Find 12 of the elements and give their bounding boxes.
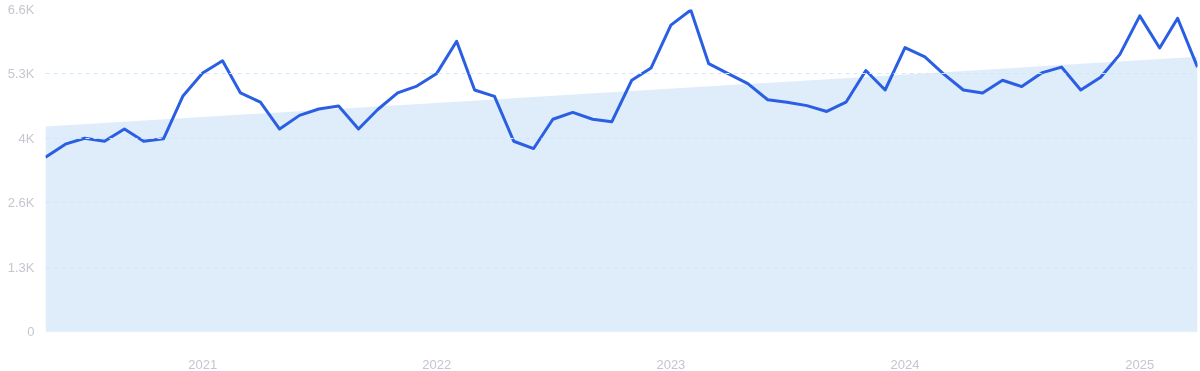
y-tick-label: 4K <box>18 130 35 146</box>
y-tick-label: 6.6K <box>7 2 35 17</box>
y-tick-label: 1.3K <box>7 259 35 275</box>
x-tick-label: 2024 <box>890 356 920 371</box>
y-tick-label: 2.6K <box>7 195 35 211</box>
line-series <box>45 9 1198 159</box>
x-tick-label: 2021 <box>188 356 218 371</box>
x-tick-label: 2023 <box>656 356 686 371</box>
y-tick-label: 5.3K <box>7 66 35 82</box>
y-tick-label: 0 <box>27 324 35 339</box>
x-tick-label: 2025 <box>1125 356 1155 371</box>
x-tick-label: 2022 <box>422 356 452 371</box>
